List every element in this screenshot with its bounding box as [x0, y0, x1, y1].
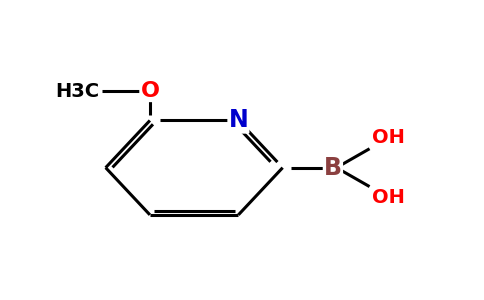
Text: H3C: H3C	[56, 82, 100, 100]
Text: OH: OH	[372, 128, 405, 147]
Text: O: O	[140, 81, 159, 101]
Text: B: B	[324, 156, 342, 180]
Text: N: N	[228, 109, 248, 133]
Text: OH: OH	[372, 188, 405, 207]
